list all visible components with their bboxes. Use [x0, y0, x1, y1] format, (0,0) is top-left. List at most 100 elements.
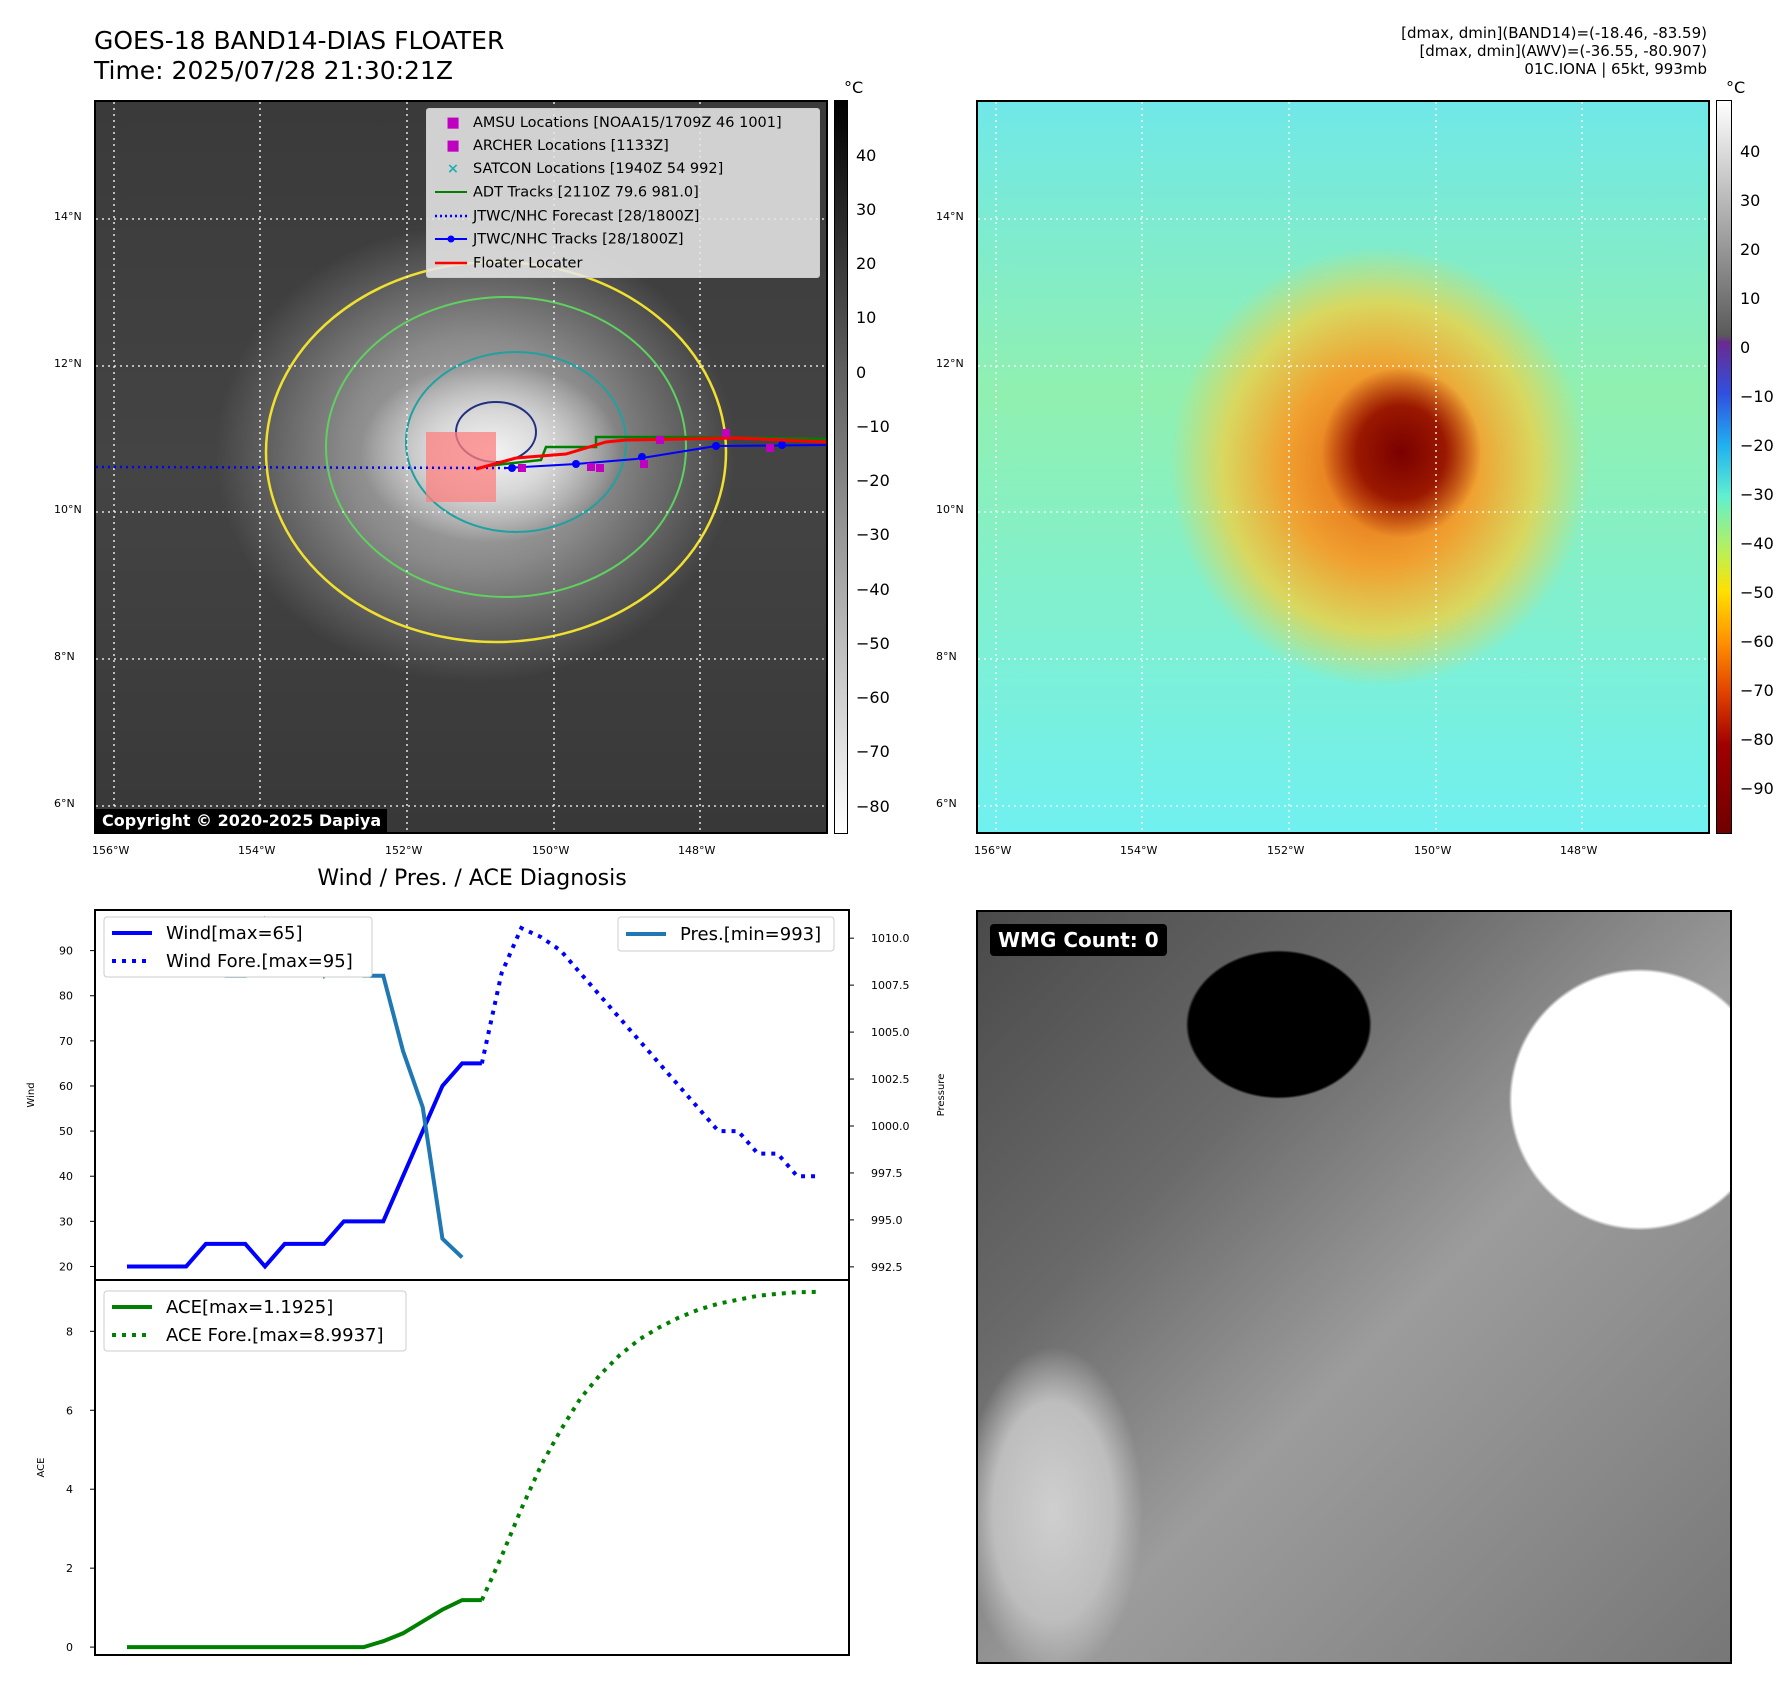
lat-label: 6°N: [54, 797, 75, 810]
legend-item: ADT Tracks [2110Z 79.6 981.0]: [433, 181, 813, 205]
legend-label: Floater Locater: [473, 255, 583, 271]
center-location-markers: [518, 429, 774, 472]
gray-cb-tick: 0: [856, 363, 867, 382]
lon-label: 156°W: [974, 844, 1012, 857]
color-cb-tick: −80: [1740, 730, 1774, 749]
ir-enhanced-map: [976, 100, 1710, 834]
jtwc-track-line: [505, 444, 826, 469]
lat-label: 6°N: [936, 797, 957, 810]
legend-label: SATCON Locations [1940Z 54 992]: [473, 161, 724, 177]
color-cb-tick: −90: [1740, 779, 1774, 798]
lon-label: 150°W: [1414, 844, 1452, 857]
lon-label: 156°W: [92, 844, 130, 857]
line-icon: [433, 181, 473, 204]
storm-info: [dmax, dmin](BAND14)=(-18.46, -83.59) [d…: [1107, 24, 1707, 78]
color-cb-tick: 40: [1740, 142, 1761, 161]
pressure-tick-label: 992.5: [871, 1261, 903, 1274]
enhanced-map-gridlines: [978, 102, 1708, 832]
series-line-1: [479, 925, 817, 1179]
ace-series-line-0: [127, 1598, 482, 1650]
gray-cb-tick: −80: [856, 797, 890, 816]
legend-label: ACE Fore.[max=8.9937]: [166, 1325, 384, 1346]
ace-tick-label: 8: [66, 1325, 73, 1338]
legend-item: × SATCON Locations [1940Z 54 992]: [433, 158, 813, 181]
series-line-0: [127, 1061, 482, 1270]
gray-cb-tick: −10: [856, 417, 890, 436]
wind-tick-label: 90: [59, 945, 73, 958]
legend-item: JTWC/NHC Tracks [28/1800Z]: [433, 228, 813, 252]
title-line-1: GOES-18 BAND14-DIAS FLOATER: [94, 26, 505, 55]
line-icon: [433, 252, 473, 275]
wind-axis-label: Wind: [26, 1082, 37, 1107]
lat-label: 8°N: [54, 650, 75, 663]
color-cb-tick: −60: [1740, 632, 1774, 651]
legend-item: JTWC/NHC Forecast [28/1800Z]: [433, 205, 813, 229]
legend-label: ACE[max=1.1925]: [166, 1297, 333, 1318]
color-cb-tick: 30: [1740, 191, 1761, 210]
legend-label: ARCHER Locations [1133Z]: [473, 138, 669, 154]
color-cb-tick: 10: [1740, 289, 1761, 308]
gray-cb-tick: −40: [856, 580, 890, 599]
gray-cb-tick: −60: [856, 688, 890, 707]
color-cb-tick: −30: [1740, 485, 1774, 504]
color-cb-tick: −20: [1740, 436, 1774, 455]
legend-label: AMSU Locations [NOAA15/1709Z 46 1001]: [473, 115, 782, 131]
wind-tick-label: 80: [59, 990, 73, 1003]
pressure-tick-label: 995.0: [871, 1214, 903, 1227]
wind-tick-label: 40: [59, 1170, 73, 1183]
lat-label: 10°N: [936, 503, 964, 516]
ir-grayscale-map: ■ AMSU Locations [NOAA15/1709Z 46 1001] ■…: [94, 100, 828, 834]
legend-item: ■ ARCHER Locations [1133Z]: [433, 135, 813, 158]
pressure-tick-label: 1007.5: [871, 979, 910, 992]
lon-label: 150°W: [532, 844, 570, 857]
legend-label: ADT Tracks [2110Z 79.6 981.0]: [473, 184, 699, 201]
gray-colorbar: [834, 100, 848, 834]
wind-tick-label: 60: [59, 1080, 73, 1093]
wmg-count-label: WMG Count: 0: [990, 924, 1167, 956]
wind-tick-label: 30: [59, 1215, 73, 1228]
color-cb-tick: 20: [1740, 240, 1761, 259]
pressure-legend-box: [617, 916, 835, 952]
lon-label: 154°W: [238, 844, 276, 857]
map-legend: ■ AMSU Locations [NOAA15/1709Z 46 1001] ■…: [426, 108, 820, 278]
ace-tick-label: 2: [66, 1562, 73, 1575]
ace-axis-label: ACE: [36, 1458, 47, 1478]
pressure-axis-label: Pressure: [936, 1074, 947, 1117]
lat-label: 12°N: [936, 357, 964, 370]
wind-tick-label: 50: [59, 1125, 73, 1138]
lat-label: 14°N: [936, 210, 964, 223]
gray-cb-tick: −50: [856, 634, 890, 653]
pressure-tick-label: 1005.0: [871, 1026, 910, 1039]
x-marker-icon: ×: [446, 161, 460, 177]
info-line-3: 01C.IONA | 65kt, 993mb: [1524, 60, 1707, 78]
lon-label: 152°W: [385, 844, 423, 857]
lat-label: 10°N: [54, 503, 82, 516]
ace-tick-label: 6: [66, 1404, 73, 1417]
legend-label: JTWC/NHC Forecast [28/1800Z]: [473, 208, 700, 224]
wind-tick-label: 70: [59, 1035, 73, 1048]
color-cb-tick: 0: [1740, 338, 1751, 357]
lon-label: 148°W: [678, 844, 716, 857]
gray-cb-tick: 30: [856, 200, 877, 219]
lon-label: 154°W: [1120, 844, 1158, 857]
color-colorbar-unit: °C: [1726, 78, 1746, 97]
ace-tick-label: 4: [66, 1483, 73, 1496]
ace-axes: [94, 1279, 850, 1656]
jtwc-track-points: [508, 441, 786, 472]
legend-item: ■ AMSU Locations [NOAA15/1709Z 46 1001]: [433, 112, 813, 135]
pressure-tick-label: 997.5: [871, 1167, 903, 1180]
gray-cb-tick: −20: [856, 471, 890, 490]
gray-cb-tick: 20: [856, 254, 877, 273]
jtwc-forecast-line: [96, 465, 517, 470]
legend-item: Floater Locater: [433, 252, 813, 276]
copyright-label: Copyright © 2020-2025 Dapiya: [96, 809, 388, 832]
color-cb-tick: −50: [1740, 583, 1774, 602]
legend-label: Wind[max=65]: [166, 923, 303, 944]
wind-legend-box: [103, 916, 373, 978]
figure-title: GOES-18 BAND14-DIAS FLOATER Time: 2025/0…: [94, 26, 504, 86]
wind-tick-label: 20: [59, 1260, 73, 1273]
gray-cb-tick: −30: [856, 525, 890, 544]
contour-teal: [405, 351, 627, 533]
wmg-panel: WMG Count: 0: [976, 910, 1732, 1664]
legend-label: Pres.[min=993]: [680, 924, 821, 945]
